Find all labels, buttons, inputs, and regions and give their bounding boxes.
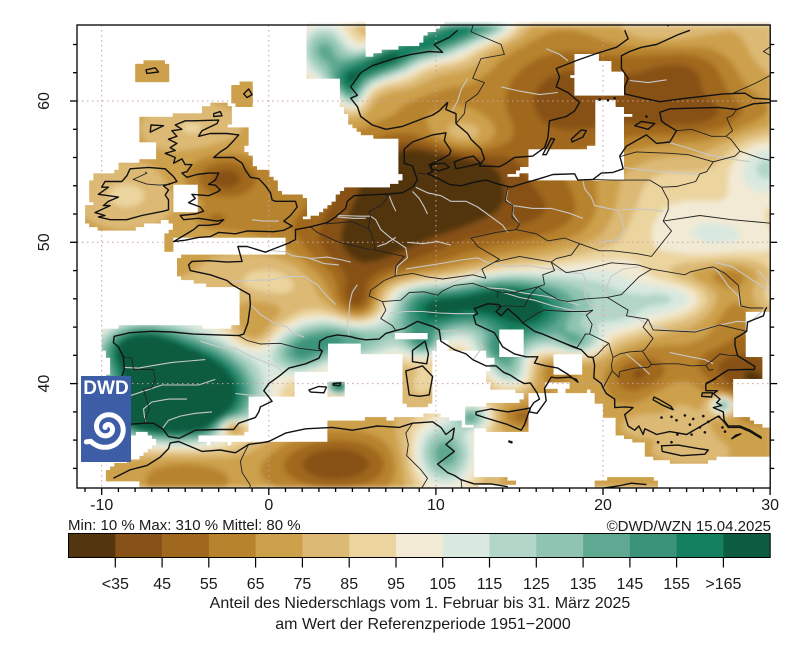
svg-text:0: 0 <box>264 497 273 514</box>
svg-text:115: 115 <box>477 576 503 593</box>
svg-text:135: 135 <box>570 576 597 593</box>
svg-text:40: 40 <box>36 375 53 393</box>
svg-text:155: 155 <box>663 576 690 593</box>
svg-text:75: 75 <box>294 576 312 593</box>
svg-text:30: 30 <box>761 497 779 514</box>
svg-text:60: 60 <box>36 92 53 110</box>
svg-text:Min: 10 % Max: 310 % Mittel:: Min: 10 % Max: 310 % Mittel: 80 % <box>68 517 301 534</box>
svg-text:DWD: DWD <box>83 378 128 399</box>
svg-text:©DWD/WZN 15.04.2025: ©DWD/WZN 15.04.2025 <box>607 518 771 535</box>
svg-text:95: 95 <box>387 576 405 593</box>
svg-text:20: 20 <box>594 497 612 514</box>
svg-text:>165: >165 <box>705 576 741 593</box>
svg-text:45: 45 <box>153 576 171 593</box>
svg-text:105: 105 <box>429 576 456 593</box>
svg-text:85: 85 <box>340 576 358 593</box>
svg-text:-10: -10 <box>90 497 113 514</box>
svg-text:10: 10 <box>427 497 445 514</box>
svg-text:145: 145 <box>617 576 644 593</box>
svg-text:50: 50 <box>36 233 53 251</box>
svg-text:<35: <35 <box>102 576 129 593</box>
svg-text:65: 65 <box>247 576 265 593</box>
svg-text:125: 125 <box>523 576 550 593</box>
svg-text:Anteil des Niederschlags vom 1: Anteil des Niederschlags vom 1. Februar … <box>210 595 631 612</box>
svg-text:55: 55 <box>200 576 218 593</box>
svg-text:am Wert der Referenzperiode 19: am Wert der Referenzperiode 1951−2000 <box>275 616 571 633</box>
